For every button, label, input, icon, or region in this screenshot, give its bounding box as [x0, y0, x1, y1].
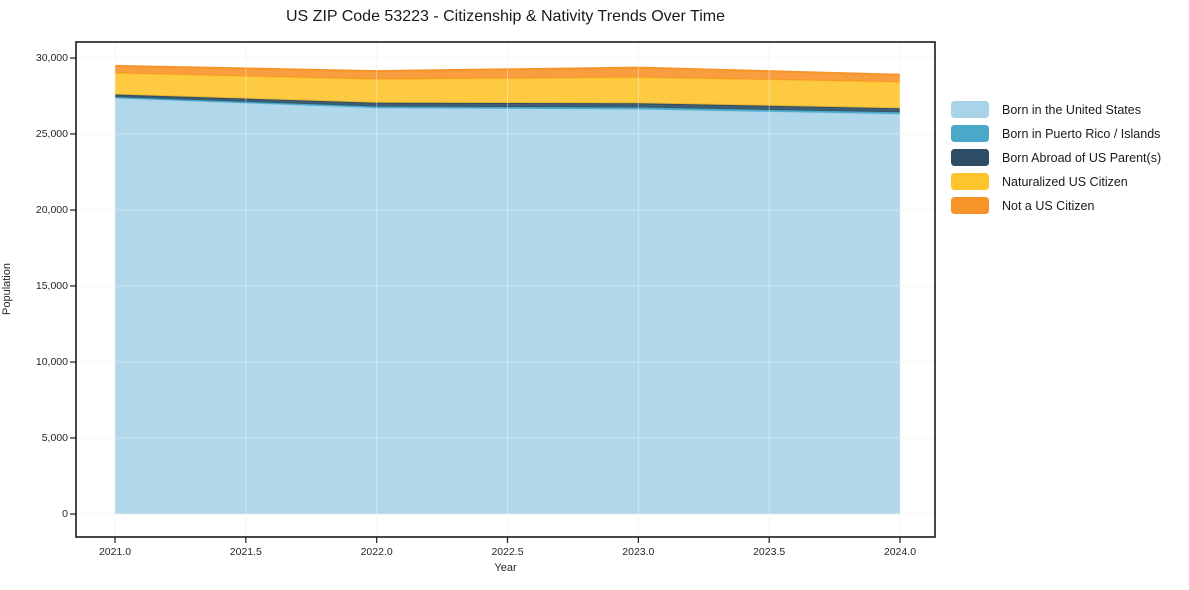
legend-swatch-icon — [951, 197, 989, 214]
legend-item: Naturalized US Citizen — [951, 173, 1161, 190]
x-tick-label: 2023.5 — [753, 546, 786, 558]
x-tick-label: 2021.0 — [98, 546, 132, 558]
y-tick-label: 30,000 — [35, 52, 68, 64]
y-tick-label: 15,000 — [35, 280, 68, 292]
legend-item: Born in Puerto Rico / Islands — [951, 125, 1161, 142]
legend-label: Born Abroad of US Parent(s) — [1002, 150, 1162, 165]
legend-label: Born in Puerto Rico / Islands — [1002, 126, 1161, 141]
x-tick-label: 2022.0 — [360, 546, 393, 558]
area-band-3 — [115, 73, 900, 109]
y-tick-label: 10,000 — [35, 356, 68, 368]
legend-label: Not a US Citizen — [1002, 198, 1095, 213]
x-tick-label: 2021.5 — [229, 546, 262, 558]
legend-swatch-icon — [951, 125, 989, 142]
area-band-1 — [115, 97, 900, 115]
legend-swatch-icon — [951, 173, 989, 190]
x-tick-label: 2022.5 — [491, 546, 524, 558]
area-edge-4 — [114, 64, 901, 76]
tick-marks — [70, 57, 901, 543]
legend: Born in the United States Born in Puerto … — [951, 101, 1161, 214]
x-tick-label: 2024.0 — [883, 546, 917, 558]
chart-title: US ZIP Code 53223 - Citizenship & Nativi… — [286, 8, 725, 25]
legend-item: Not a US Citizen — [951, 197, 1161, 214]
legend-swatch-icon — [951, 149, 989, 166]
area-band-0 — [115, 98, 900, 514]
plot-border — [75, 41, 936, 538]
x-axis-label: Year — [494, 562, 517, 574]
y-tick-label: 25,000 — [35, 128, 68, 140]
y-tick-label: 5,000 — [41, 432, 68, 444]
y-tick-label: 0 — [62, 508, 68, 520]
legend-item: Born Abroad of US Parent(s) — [951, 149, 1161, 166]
x-tick-label: 2023.0 — [622, 546, 655, 558]
y-tick-label: 20,000 — [35, 204, 68, 216]
y-axis-label: Population — [1, 263, 13, 315]
gridlines — [76, 42, 935, 537]
legend-swatch-icon — [951, 101, 989, 118]
legend-item: Born in the United States — [951, 101, 1161, 118]
legend-label: Naturalized US Citizen — [1002, 174, 1128, 189]
legend-label: Born in the United States — [1002, 102, 1141, 117]
